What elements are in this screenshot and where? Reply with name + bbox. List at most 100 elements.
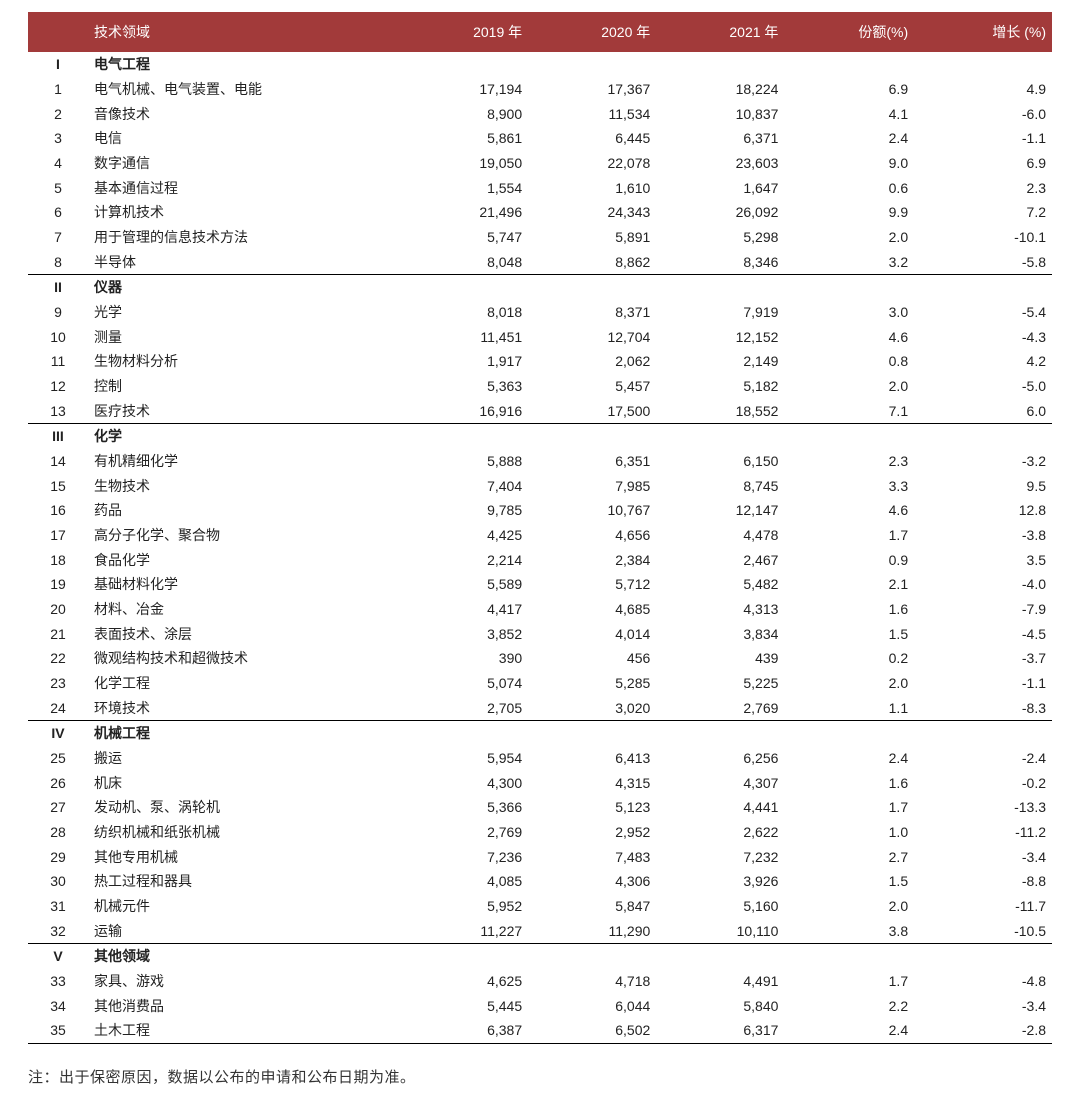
table-row: 22微观结构技术和超微技术3904564390.2-3.7 bbox=[28, 646, 1052, 671]
cell-share: 2.0 bbox=[784, 225, 914, 250]
cell-2019: 5,363 bbox=[400, 374, 528, 399]
row-name: 发动机、泵、涡轮机 bbox=[88, 795, 400, 820]
cell-2020: 22,078 bbox=[528, 151, 656, 176]
cell-growth: 2.3 bbox=[914, 175, 1052, 200]
cell-2019: 7,404 bbox=[400, 473, 528, 498]
cell-share: 2.4 bbox=[784, 1018, 914, 1043]
cell-share: 4.6 bbox=[784, 324, 914, 349]
table-row: 32运输11,22711,29010,1103.8-10.5 bbox=[28, 919, 1052, 944]
row-name: 基础材料化学 bbox=[88, 572, 400, 597]
row-index: 26 bbox=[28, 770, 88, 795]
cell-share: 7.1 bbox=[784, 398, 914, 423]
cell-2020: 4,656 bbox=[528, 523, 656, 548]
cell-growth: -3.4 bbox=[914, 994, 1052, 1019]
row-name: 纺织机械和纸张机械 bbox=[88, 820, 400, 845]
table-row: 1电气机械、电气装置、电能17,19417,36718,2246.94.9 bbox=[28, 77, 1052, 102]
cell-share: 2.2 bbox=[784, 994, 914, 1019]
cell-2021: 3,926 bbox=[656, 869, 784, 894]
cell-2021: 4,478 bbox=[656, 523, 784, 548]
cell-2020: 6,502 bbox=[528, 1018, 656, 1043]
cell-2020: 8,371 bbox=[528, 300, 656, 325]
cell-growth: -3.8 bbox=[914, 523, 1052, 548]
cell-share: 0.6 bbox=[784, 175, 914, 200]
cell-2021: 439 bbox=[656, 646, 784, 671]
cell-2019: 9,785 bbox=[400, 498, 528, 523]
section-header-row: III化学 bbox=[28, 424, 1052, 449]
col-growth: 增长 (%) bbox=[914, 12, 1052, 52]
col-2020: 2020 年 bbox=[528, 12, 656, 52]
cell-growth: -2.8 bbox=[914, 1018, 1052, 1043]
row-index: 28 bbox=[28, 820, 88, 845]
cell-2019: 4,425 bbox=[400, 523, 528, 548]
cell-2019: 6,387 bbox=[400, 1018, 528, 1043]
cell-growth: -0.2 bbox=[914, 770, 1052, 795]
cell-2021: 5,182 bbox=[656, 374, 784, 399]
table-row: 3电信5,8616,4456,3712.4-1.1 bbox=[28, 126, 1052, 151]
cell-growth: 4.9 bbox=[914, 77, 1052, 102]
cell-2020: 4,315 bbox=[528, 770, 656, 795]
cell-growth: 6.9 bbox=[914, 151, 1052, 176]
cell-2020: 2,952 bbox=[528, 820, 656, 845]
cell-growth: -1.1 bbox=[914, 671, 1052, 696]
cell-2021: 2,622 bbox=[656, 820, 784, 845]
cell-2021: 18,224 bbox=[656, 77, 784, 102]
cell-2020: 4,014 bbox=[528, 621, 656, 646]
table-row: 19基础材料化学5,5895,7125,4822.1-4.0 bbox=[28, 572, 1052, 597]
cell-2020: 6,445 bbox=[528, 126, 656, 151]
table-row: 34其他消费品5,4456,0445,8402.2-3.4 bbox=[28, 994, 1052, 1019]
row-name: 材料、冶金 bbox=[88, 597, 400, 622]
table-header-row: 技术领域 2019 年 2020 年 2021 年 份额(%) 增长 (%) bbox=[28, 12, 1052, 52]
cell-2019: 8,900 bbox=[400, 101, 528, 126]
cell-2021: 3,834 bbox=[656, 621, 784, 646]
cell-2020: 5,123 bbox=[528, 795, 656, 820]
row-index: 9 bbox=[28, 300, 88, 325]
section-roman: II bbox=[28, 275, 88, 300]
row-name: 控制 bbox=[88, 374, 400, 399]
cell-growth: -7.9 bbox=[914, 597, 1052, 622]
row-index: 27 bbox=[28, 795, 88, 820]
section-header-row: IV机械工程 bbox=[28, 721, 1052, 746]
cell-growth: 4.2 bbox=[914, 349, 1052, 374]
cell-2020: 5,285 bbox=[528, 671, 656, 696]
cell-2019: 5,952 bbox=[400, 894, 528, 919]
col-2021: 2021 年 bbox=[656, 12, 784, 52]
cell-share: 2.0 bbox=[784, 671, 914, 696]
cell-share: 3.8 bbox=[784, 919, 914, 944]
cell-2020: 7,483 bbox=[528, 845, 656, 870]
cell-2019: 21,496 bbox=[400, 200, 528, 225]
cell-2021: 5,840 bbox=[656, 994, 784, 1019]
row-name: 生物技术 bbox=[88, 473, 400, 498]
cell-2021: 12,152 bbox=[656, 324, 784, 349]
row-index: 5 bbox=[28, 175, 88, 200]
cell-share: 3.3 bbox=[784, 473, 914, 498]
table-row: 14有机精细化学5,8886,3516,1502.3-3.2 bbox=[28, 449, 1052, 474]
section-title: 仪器 bbox=[88, 275, 400, 300]
cell-2020: 3,020 bbox=[528, 695, 656, 720]
col-blank bbox=[28, 12, 88, 52]
cell-growth: -2.4 bbox=[914, 746, 1052, 771]
cell-growth: -13.3 bbox=[914, 795, 1052, 820]
row-name: 测量 bbox=[88, 324, 400, 349]
cell-growth: -4.0 bbox=[914, 572, 1052, 597]
table-row: 9光学8,0188,3717,9193.0-5.4 bbox=[28, 300, 1052, 325]
row-index: 19 bbox=[28, 572, 88, 597]
cell-share: 6.9 bbox=[784, 77, 914, 102]
section-header-row: II仪器 bbox=[28, 275, 1052, 300]
cell-2020: 17,500 bbox=[528, 398, 656, 423]
row-name: 光学 bbox=[88, 300, 400, 325]
row-name: 基本通信过程 bbox=[88, 175, 400, 200]
row-name: 高分子化学、聚合物 bbox=[88, 523, 400, 548]
cell-share: 0.2 bbox=[784, 646, 914, 671]
row-index: 24 bbox=[28, 695, 88, 720]
cell-2021: 5,225 bbox=[656, 671, 784, 696]
cell-growth: -4.5 bbox=[914, 621, 1052, 646]
table-row: 28纺织机械和纸张机械2,7692,9522,6221.0-11.2 bbox=[28, 820, 1052, 845]
cell-growth: -11.7 bbox=[914, 894, 1052, 919]
row-index: 14 bbox=[28, 449, 88, 474]
row-name: 生物材料分析 bbox=[88, 349, 400, 374]
cell-2019: 4,085 bbox=[400, 869, 528, 894]
table-row: 35土木工程6,3876,5026,3172.4-2.8 bbox=[28, 1018, 1052, 1043]
section-header-row: V其他领域 bbox=[28, 944, 1052, 969]
cell-2020: 7,985 bbox=[528, 473, 656, 498]
cell-share: 2.3 bbox=[784, 449, 914, 474]
